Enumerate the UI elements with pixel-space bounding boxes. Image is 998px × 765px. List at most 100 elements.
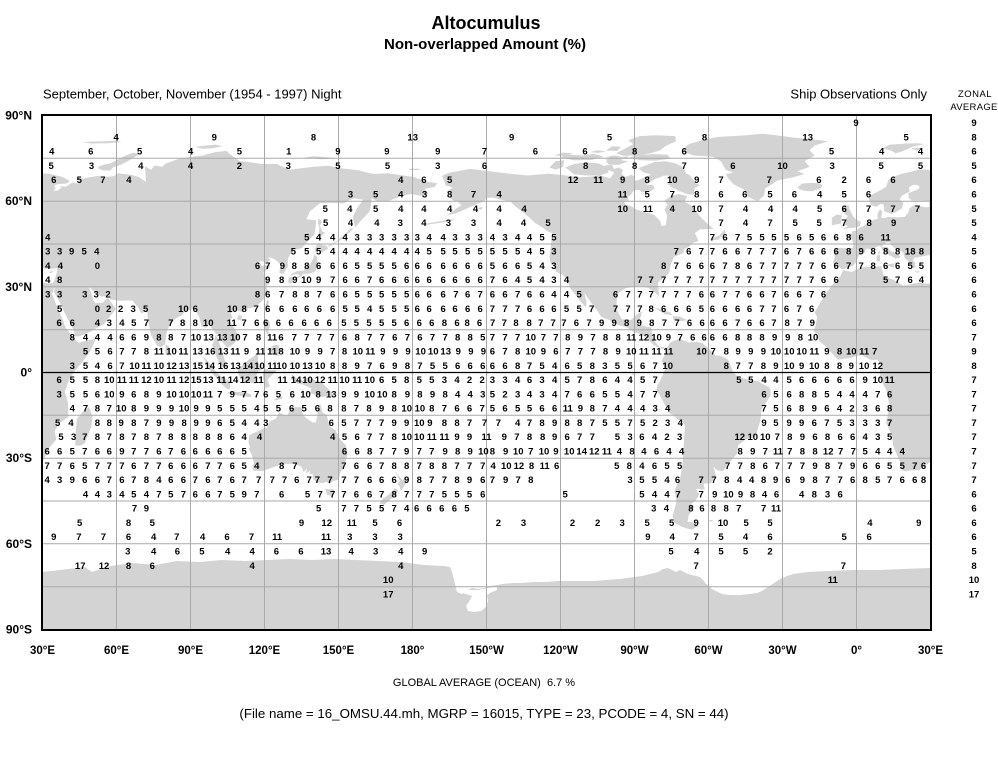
svg-text:2: 2 bbox=[106, 304, 111, 315]
svg-text:3: 3 bbox=[397, 532, 402, 543]
svg-text:7: 7 bbox=[912, 461, 917, 472]
svg-text:0°: 0° bbox=[21, 366, 33, 380]
svg-text:9: 9 bbox=[69, 247, 74, 258]
svg-text:3: 3 bbox=[490, 375, 495, 386]
svg-text:4: 4 bbox=[44, 475, 50, 486]
svg-text:9: 9 bbox=[666, 332, 671, 343]
svg-text:6: 6 bbox=[391, 275, 396, 286]
svg-text:6: 6 bbox=[95, 447, 100, 458]
svg-text:7: 7 bbox=[282, 475, 287, 486]
svg-text:6: 6 bbox=[298, 547, 303, 558]
svg-text:7: 7 bbox=[405, 332, 410, 343]
svg-text:7: 7 bbox=[711, 475, 716, 486]
svg-text:12: 12 bbox=[179, 375, 190, 386]
svg-text:4: 4 bbox=[515, 375, 521, 386]
svg-text:6: 6 bbox=[722, 232, 727, 243]
svg-text:9: 9 bbox=[70, 475, 75, 486]
svg-text:3: 3 bbox=[379, 232, 384, 243]
svg-text:8: 8 bbox=[761, 475, 766, 486]
svg-text:4: 4 bbox=[427, 232, 433, 243]
svg-text:3: 3 bbox=[71, 432, 76, 443]
svg-text:4: 4 bbox=[552, 361, 558, 372]
svg-text:6: 6 bbox=[342, 332, 347, 343]
svg-text:4: 4 bbox=[552, 389, 558, 400]
svg-text:10: 10 bbox=[154, 361, 165, 372]
svg-text:9: 9 bbox=[467, 475, 472, 486]
svg-text:9: 9 bbox=[800, 475, 805, 486]
svg-text:7: 7 bbox=[467, 418, 472, 429]
svg-text:5: 5 bbox=[429, 375, 435, 386]
svg-text:6: 6 bbox=[821, 232, 826, 243]
svg-text:3: 3 bbox=[442, 375, 447, 386]
svg-text:5: 5 bbox=[565, 375, 571, 386]
svg-text:5: 5 bbox=[452, 247, 458, 258]
svg-text:7: 7 bbox=[367, 275, 372, 286]
svg-text:6: 6 bbox=[217, 418, 222, 429]
svg-text:7: 7 bbox=[674, 290, 679, 301]
svg-text:7: 7 bbox=[132, 504, 137, 515]
svg-text:6: 6 bbox=[640, 361, 645, 372]
svg-text:7: 7 bbox=[771, 247, 776, 258]
svg-text:4: 4 bbox=[615, 375, 621, 386]
svg-text:6: 6 bbox=[639, 432, 644, 443]
svg-text:8: 8 bbox=[391, 461, 396, 472]
svg-text:10: 10 bbox=[692, 204, 703, 215]
svg-text:6: 6 bbox=[582, 147, 587, 158]
svg-text:6: 6 bbox=[317, 304, 322, 315]
svg-text:7: 7 bbox=[637, 290, 642, 301]
svg-text:7: 7 bbox=[971, 447, 976, 458]
svg-text:8: 8 bbox=[327, 404, 332, 415]
svg-text:8: 8 bbox=[193, 318, 198, 329]
svg-text:11: 11 bbox=[230, 347, 241, 358]
svg-text:7: 7 bbox=[796, 275, 801, 286]
svg-text:8: 8 bbox=[95, 418, 100, 429]
svg-text:7: 7 bbox=[514, 432, 519, 443]
svg-text:5: 5 bbox=[372, 518, 378, 529]
svg-text:6: 6 bbox=[821, 275, 826, 286]
svg-text:15: 15 bbox=[192, 361, 203, 372]
svg-text:8: 8 bbox=[863, 475, 868, 486]
svg-text:1: 1 bbox=[286, 147, 292, 158]
svg-text:7: 7 bbox=[367, 432, 372, 443]
svg-text:3: 3 bbox=[849, 418, 854, 429]
svg-text:5: 5 bbox=[366, 504, 372, 515]
svg-text:10: 10 bbox=[154, 375, 165, 386]
svg-text:ZONAL: ZONAL bbox=[958, 89, 992, 100]
svg-text:6: 6 bbox=[367, 489, 372, 500]
svg-text:10: 10 bbox=[178, 304, 189, 315]
svg-text:8: 8 bbox=[846, 247, 851, 258]
svg-text:7: 7 bbox=[341, 475, 346, 486]
svg-text:6: 6 bbox=[343, 290, 348, 301]
svg-text:8: 8 bbox=[759, 332, 764, 343]
svg-text:3: 3 bbox=[415, 232, 420, 243]
svg-text:8: 8 bbox=[565, 332, 570, 343]
svg-text:6: 6 bbox=[131, 332, 136, 343]
svg-text:6: 6 bbox=[265, 304, 270, 315]
svg-text:9: 9 bbox=[552, 432, 557, 443]
svg-text:6: 6 bbox=[971, 261, 976, 272]
svg-text:5: 5 bbox=[354, 261, 360, 272]
svg-text:5: 5 bbox=[883, 275, 889, 286]
svg-text:11: 11 bbox=[593, 175, 604, 186]
svg-text:30°E: 30°E bbox=[30, 645, 55, 657]
svg-text:9: 9 bbox=[317, 347, 322, 358]
svg-text:2: 2 bbox=[664, 432, 669, 443]
svg-text:7: 7 bbox=[710, 275, 715, 286]
svg-text:9: 9 bbox=[119, 389, 124, 400]
svg-text:5: 5 bbox=[323, 204, 329, 215]
svg-text:5: 5 bbox=[304, 247, 310, 258]
svg-text:5: 5 bbox=[354, 318, 360, 329]
svg-text:7: 7 bbox=[735, 318, 740, 329]
svg-text:7: 7 bbox=[887, 475, 892, 486]
svg-text:5: 5 bbox=[305, 489, 311, 500]
svg-text:6: 6 bbox=[343, 261, 348, 272]
svg-text:6: 6 bbox=[735, 247, 740, 258]
svg-text:7: 7 bbox=[174, 532, 179, 543]
svg-text:9: 9 bbox=[645, 532, 650, 543]
svg-text:9: 9 bbox=[404, 447, 409, 458]
svg-text:6: 6 bbox=[468, 361, 473, 372]
svg-text:7: 7 bbox=[442, 475, 447, 486]
svg-text:5: 5 bbox=[77, 175, 83, 186]
svg-text:8: 8 bbox=[971, 132, 976, 143]
svg-text:150°E: 150°E bbox=[323, 645, 355, 657]
